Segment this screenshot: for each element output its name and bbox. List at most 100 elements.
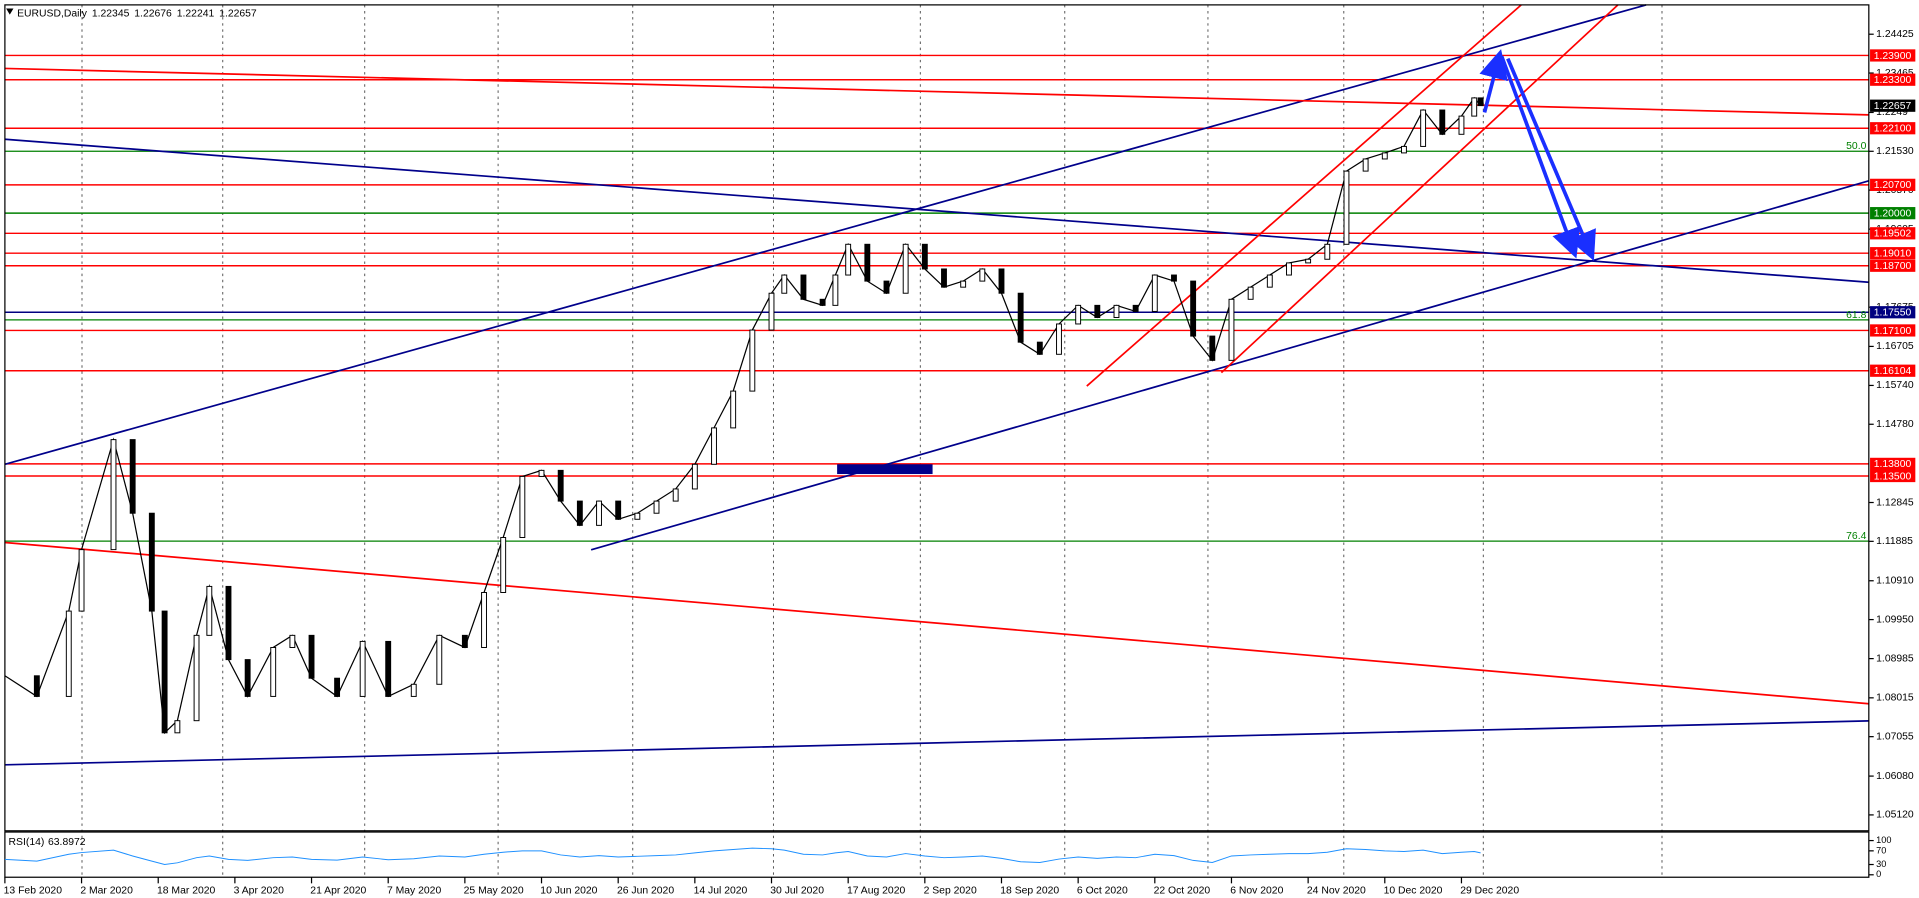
rsi-tick-label: 70 bbox=[1876, 845, 1886, 855]
candle bbox=[1247, 286, 1254, 300]
candle bbox=[596, 500, 602, 526]
level-tag bbox=[1870, 364, 1916, 377]
candle bbox=[1075, 304, 1082, 325]
candle bbox=[270, 646, 277, 697]
x-tick-label: 10 Dec 2020 bbox=[1384, 885, 1443, 896]
level-label: 1.20000 bbox=[1874, 209, 1912, 220]
rsi-line bbox=[4, 847, 1481, 866]
open: 1.22345 bbox=[92, 8, 130, 19]
candle bbox=[902, 243, 909, 294]
candle bbox=[819, 298, 826, 306]
candle bbox=[174, 720, 181, 734]
x-tick-label: 6 Oct 2020 bbox=[1077, 885, 1128, 896]
candle bbox=[832, 274, 839, 306]
candle bbox=[1228, 298, 1235, 361]
candle bbox=[1036, 341, 1043, 355]
x-tick-label: 7 May 2020 bbox=[387, 885, 441, 896]
level-tag bbox=[1870, 259, 1916, 272]
candle bbox=[436, 634, 443, 685]
candle bbox=[781, 274, 788, 294]
header: EURUSD,Daily 1.22345 1.22676 1.22241 1.22657 bbox=[6, 8, 257, 19]
x-tick-label: 25 May 2020 bbox=[464, 885, 524, 896]
candle bbox=[921, 243, 928, 270]
level-tag bbox=[1870, 324, 1916, 337]
rsi-value: 63.8972 bbox=[48, 837, 86, 848]
candle bbox=[1209, 335, 1216, 361]
y-tick-label: 1.21530 bbox=[1876, 146, 1914, 157]
level-label: 1.13800 bbox=[1874, 459, 1912, 470]
x-tick-label: 21 Apr 2020 bbox=[310, 885, 366, 896]
level-label: 1.23900 bbox=[1874, 51, 1912, 62]
close: 1.22657 bbox=[219, 8, 257, 19]
y-tick-label: 1.08985 bbox=[1876, 653, 1914, 664]
candle bbox=[461, 634, 468, 648]
rsi-tick-label: 30 bbox=[1876, 859, 1886, 869]
candle bbox=[691, 463, 698, 490]
candle bbox=[1477, 97, 1484, 107]
level-tag bbox=[1870, 247, 1916, 260]
y-tick-label: 1.15740 bbox=[1876, 380, 1914, 391]
level-label: 1.18700 bbox=[1874, 261, 1912, 272]
candle bbox=[1471, 97, 1478, 117]
candle bbox=[1056, 323, 1062, 355]
candle bbox=[481, 592, 487, 648]
candle bbox=[1305, 258, 1312, 264]
zone bbox=[837, 464, 933, 475]
x-tick-label: 29 Dec 2020 bbox=[1460, 885, 1519, 896]
candle bbox=[1266, 274, 1273, 288]
candle bbox=[110, 439, 117, 551]
x-tick-label: 13 Feb 2020 bbox=[4, 885, 63, 896]
header-text: EURUSD,Daily 1.22345 1.22676 1.22241 1.22657 bbox=[17, 8, 257, 19]
candle bbox=[193, 634, 200, 722]
candle bbox=[1132, 304, 1139, 312]
y-tick-label: 1.16705 bbox=[1876, 341, 1914, 352]
candle bbox=[615, 500, 622, 520]
fib-label: 76.4 bbox=[1846, 531, 1866, 542]
candle bbox=[979, 268, 986, 282]
level-label: 1.20700 bbox=[1874, 180, 1912, 191]
candle bbox=[883, 280, 890, 294]
level-tag bbox=[1870, 73, 1916, 86]
candle bbox=[557, 469, 564, 502]
candle bbox=[1171, 274, 1177, 282]
candle bbox=[244, 659, 251, 697]
candle bbox=[308, 634, 315, 679]
x-tick-label: 22 Oct 2020 bbox=[1154, 885, 1211, 896]
symbol: EURUSD,Daily bbox=[17, 8, 88, 19]
level-label: 1.13500 bbox=[1874, 471, 1912, 482]
candle bbox=[161, 610, 168, 734]
level-tag bbox=[1870, 457, 1916, 470]
candle bbox=[148, 512, 155, 612]
level-label: 1.17550 bbox=[1874, 308, 1912, 319]
candle bbox=[78, 549, 85, 612]
fib-label: 61.8 bbox=[1846, 310, 1866, 321]
level-label: 1.19010 bbox=[1874, 249, 1912, 260]
level-label: 1.19502 bbox=[1874, 229, 1912, 240]
level-tag bbox=[1870, 122, 1916, 135]
y-tick-label: 1.11885 bbox=[1876, 536, 1913, 547]
x-tick-label: 2 Mar 2020 bbox=[80, 885, 133, 896]
level-tag bbox=[1870, 306, 1916, 319]
candle bbox=[730, 390, 737, 429]
candle bbox=[1343, 170, 1350, 245]
y-tick-label: 1.05120 bbox=[1876, 810, 1914, 821]
candle bbox=[749, 329, 756, 392]
rsi-tick-label: 100 bbox=[1876, 835, 1891, 845]
candle bbox=[500, 537, 507, 593]
x-tick-label: 3 Apr 2020 bbox=[234, 885, 284, 896]
y-tick-label: 1.08015 bbox=[1876, 693, 1914, 704]
x-tick-label: 26 Jun 2020 bbox=[617, 885, 674, 896]
x-tick-label: 24 Nov 2020 bbox=[1307, 885, 1366, 896]
candle bbox=[538, 469, 545, 477]
level-tag bbox=[1870, 178, 1916, 191]
candle bbox=[206, 585, 213, 636]
x-tick-label: 18 Mar 2020 bbox=[157, 885, 216, 896]
level-tag bbox=[1870, 49, 1916, 62]
candle bbox=[960, 280, 967, 288]
candle bbox=[1324, 243, 1331, 260]
arrows bbox=[1479, 49, 1596, 261]
candle bbox=[410, 683, 417, 697]
x-tick-label: 6 Nov 2020 bbox=[1230, 885, 1283, 896]
